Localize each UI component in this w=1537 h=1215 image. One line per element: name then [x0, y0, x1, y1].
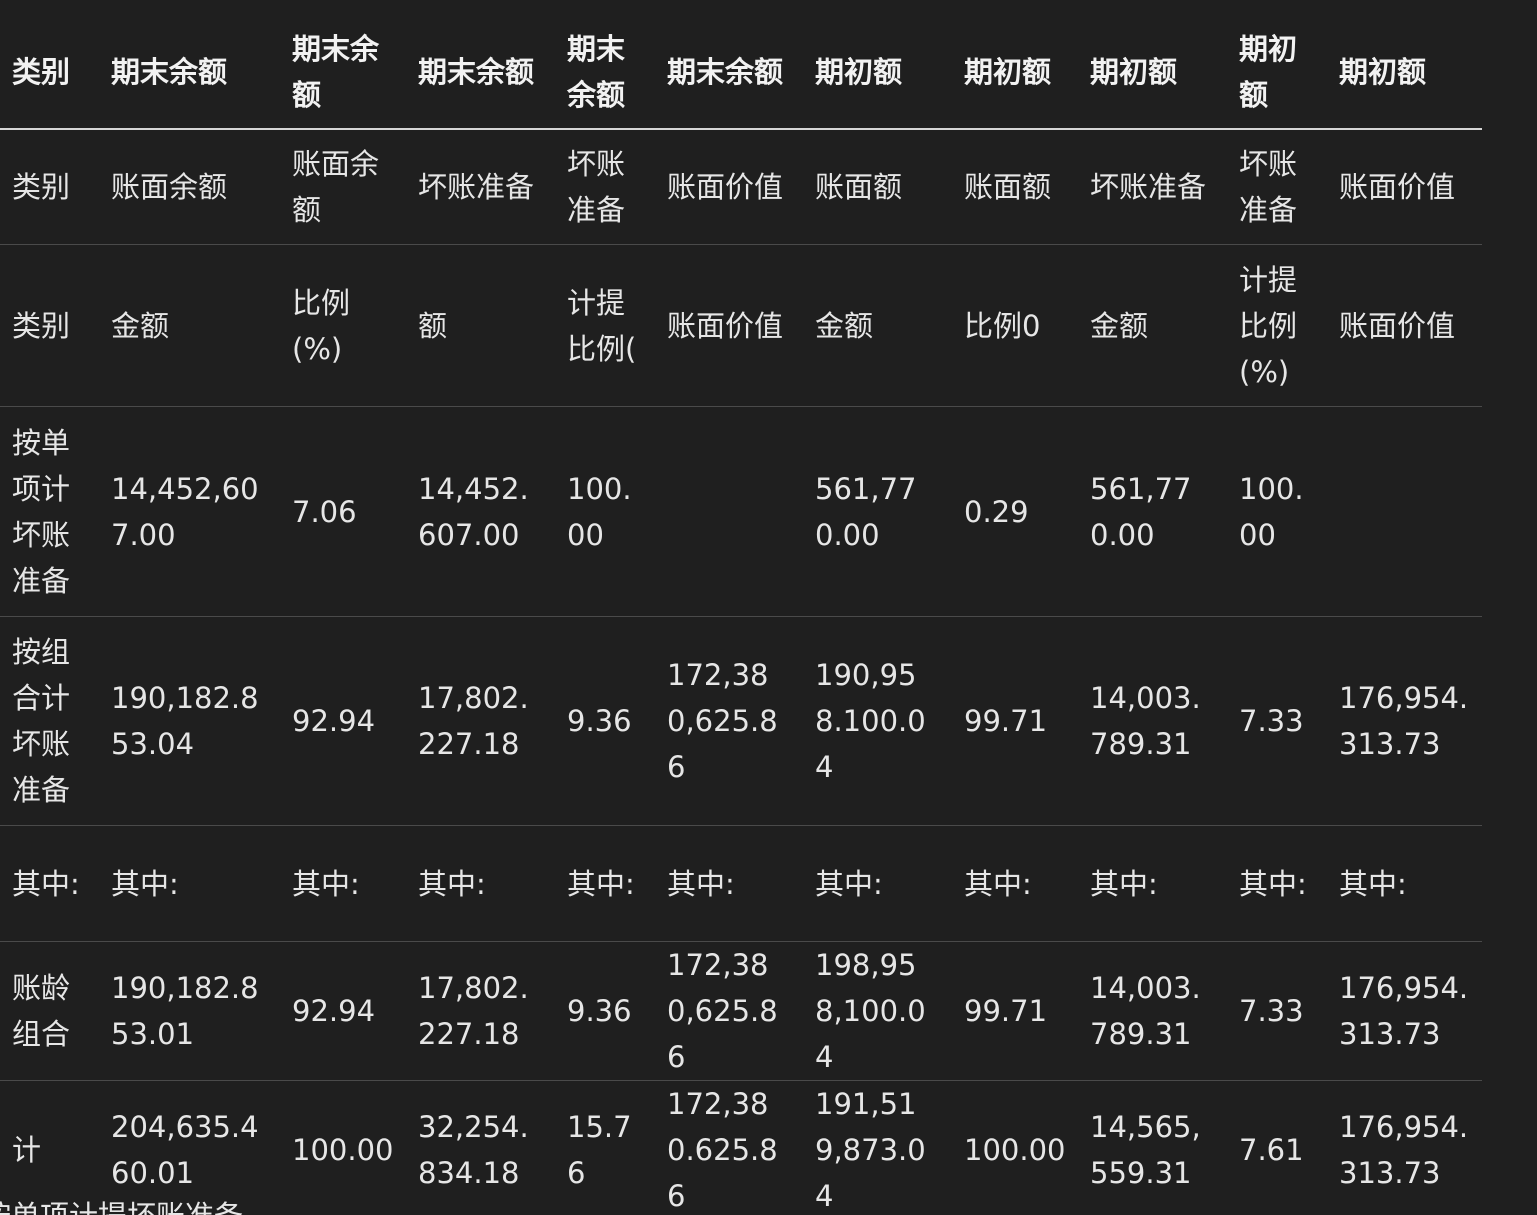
- table-cell: 17,802.227.18: [406, 616, 555, 826]
- table-cell: 账面价值: [655, 129, 803, 245]
- table-header-cell: 期初额: [1227, 16, 1327, 130]
- table-header-row: 类别 期末余额 期末余额 期末余额 期末余额 期末余额 期初额 期初额 期初额 …: [0, 16, 1482, 130]
- table-cell: 92.94: [280, 941, 406, 1081]
- table-cell: 金额: [803, 244, 952, 407]
- table-cell: 198,958,100.04: [803, 941, 952, 1081]
- table-cell: 坏账准备: [1227, 129, 1327, 245]
- table-cell: 类别: [0, 244, 99, 407]
- table-cell: 100.00: [555, 406, 655, 617]
- table-cell: 561,770.00: [1078, 406, 1227, 617]
- table-header-cell: 期初额: [1327, 16, 1482, 130]
- table-cell: 7.61: [1227, 1080, 1327, 1215]
- table-cell: 其中:: [0, 825, 99, 942]
- table-cell: 额: [406, 244, 555, 407]
- table-row: 类别 金额 比例(%) 额 计提比例( 账面价值 金额 比例0 金额 计提比例(…: [0, 244, 1482, 407]
- table-cell: 账面余额: [280, 129, 406, 245]
- table-cell: 14,003.789.31: [1078, 616, 1227, 826]
- table-cell: 账面价值: [1327, 129, 1482, 245]
- table-header-cell: 期初额: [952, 16, 1078, 130]
- table-cell: 32,254.834.18: [406, 1080, 555, 1215]
- table-cell: 按组合计坏账准备: [0, 616, 99, 826]
- table-header-cell: 期末余额: [99, 16, 280, 130]
- table-cell: 计: [0, 1080, 99, 1215]
- table-cell: 176,954.313.73: [1327, 1080, 1482, 1215]
- table-cell: 7.33: [1227, 616, 1327, 826]
- table-cell: 99.71: [952, 616, 1078, 826]
- table-cell: 9.36: [555, 941, 655, 1081]
- table-header-cell: 期初额: [803, 16, 952, 130]
- table-cell: 比例(%): [280, 244, 406, 407]
- table-row: 类别 账面余额 账面余额 坏账准备 坏账准备 账面价值 账面额 账面额 坏账准备…: [0, 129, 1482, 245]
- table-cell: 坏账准备: [1078, 129, 1227, 245]
- table-header-cell: 期末余额: [280, 16, 406, 130]
- table-cell: 账面额: [952, 129, 1078, 245]
- table-row: 账龄组合 190,182.853.01 92.94 17,802.227.18 …: [0, 941, 1482, 1081]
- table-cell: 204,635.460.01: [99, 1080, 280, 1215]
- table-row: 按单项计坏账准备 14,452,607.00 7.06 14,452.607.0…: [0, 406, 1482, 617]
- table-cell: 92.94: [280, 616, 406, 826]
- financial-table: 类别 期末余额 期末余额 期末余额 期末余额 期末余额 期初额 期初额 期初额 …: [0, 16, 1482, 1215]
- table-cell: 计提比例(%): [1227, 244, 1327, 407]
- table-cell: 561,770.00: [803, 406, 952, 617]
- table-cell: 0.29: [952, 406, 1078, 617]
- table-cell: 14,565,559.31: [1078, 1080, 1227, 1215]
- table-cell: 100.00: [952, 1080, 1078, 1215]
- table-header-cell: 期初额: [1078, 16, 1227, 130]
- table-cell: 坏账准备: [555, 129, 655, 245]
- table-cell: 其中:: [952, 825, 1078, 942]
- table-cell: 账面余额: [99, 129, 280, 245]
- table-cell: [655, 406, 803, 617]
- table-cell: 17,802.227.18: [406, 941, 555, 1081]
- table-cell: 172,380,625.86: [655, 941, 803, 1081]
- table-cell: 7.33: [1227, 941, 1327, 1081]
- table-cell: 账面价值: [1327, 244, 1482, 407]
- table-cell: 7.06: [280, 406, 406, 617]
- table-cell: 坏账准备: [406, 129, 555, 245]
- table-cell: 14,452.607.00: [406, 406, 555, 617]
- table-cell: 15.76: [555, 1080, 655, 1215]
- table-header-cell: 期末余额: [406, 16, 555, 130]
- table-cell: 其中:: [1327, 825, 1482, 942]
- table-row: 按组合计坏账准备 190,182.853.04 92.94 17,802.227…: [0, 616, 1482, 826]
- table-cell: 190,182.853.04: [99, 616, 280, 826]
- table-cell: 其中:: [1227, 825, 1327, 942]
- table-cell: 其中:: [99, 825, 280, 942]
- table-cell: 14,003.789.31: [1078, 941, 1227, 1081]
- table-cell: 比例0: [952, 244, 1078, 407]
- table-cell: 172,380,625.86: [655, 616, 803, 826]
- table-cell: 其中:: [555, 825, 655, 942]
- table-cell: 190,958.100.04: [803, 616, 952, 826]
- table-cell: 其中:: [280, 825, 406, 942]
- table-cell: 100.00: [1227, 406, 1327, 617]
- table-cell: 金额: [99, 244, 280, 407]
- table-header-cell: 类别: [0, 16, 99, 130]
- table-header-cell: 期末余额: [655, 16, 803, 130]
- table-row: 其中: 其中: 其中: 其中: 其中: 其中: 其中: 其中: 其中: 其中: …: [0, 825, 1482, 942]
- table-cell: 190,182.853.01: [99, 941, 280, 1081]
- table-cell: 14,452,607.00: [99, 406, 280, 617]
- table-cell: 172,380.625.86: [655, 1080, 803, 1215]
- table-cell: 99.71: [952, 941, 1078, 1081]
- footnote-text: 按单项计提坏账准备: [0, 1196, 243, 1215]
- table-cell: 9.36: [555, 616, 655, 826]
- table-cell: 其中:: [803, 825, 952, 942]
- table-cell: 其中:: [655, 825, 803, 942]
- table-cell: 其中:: [406, 825, 555, 942]
- table-cell: 其中:: [1078, 825, 1227, 942]
- table-cell: 100.00: [280, 1080, 406, 1215]
- table-cell: 类别: [0, 129, 99, 245]
- table-row: 计 204,635.460.01 100.00 32,254.834.18 15…: [0, 1080, 1482, 1215]
- table-cell: 账面额: [803, 129, 952, 245]
- table-cell: 账面价值: [655, 244, 803, 407]
- table-cell: 账龄组合: [0, 941, 99, 1081]
- table-cell: 191,519,873.04: [803, 1080, 952, 1215]
- table-cell: 176,954.313.73: [1327, 941, 1482, 1081]
- table-header-cell: 期末余额: [555, 16, 655, 130]
- table-cell: [1327, 406, 1482, 617]
- table-cell: 176,954.313.73: [1327, 616, 1482, 826]
- table-cell: 金额: [1078, 244, 1227, 407]
- table-cell: 按单项计坏账准备: [0, 406, 99, 617]
- table-cell: 计提比例(: [555, 244, 655, 407]
